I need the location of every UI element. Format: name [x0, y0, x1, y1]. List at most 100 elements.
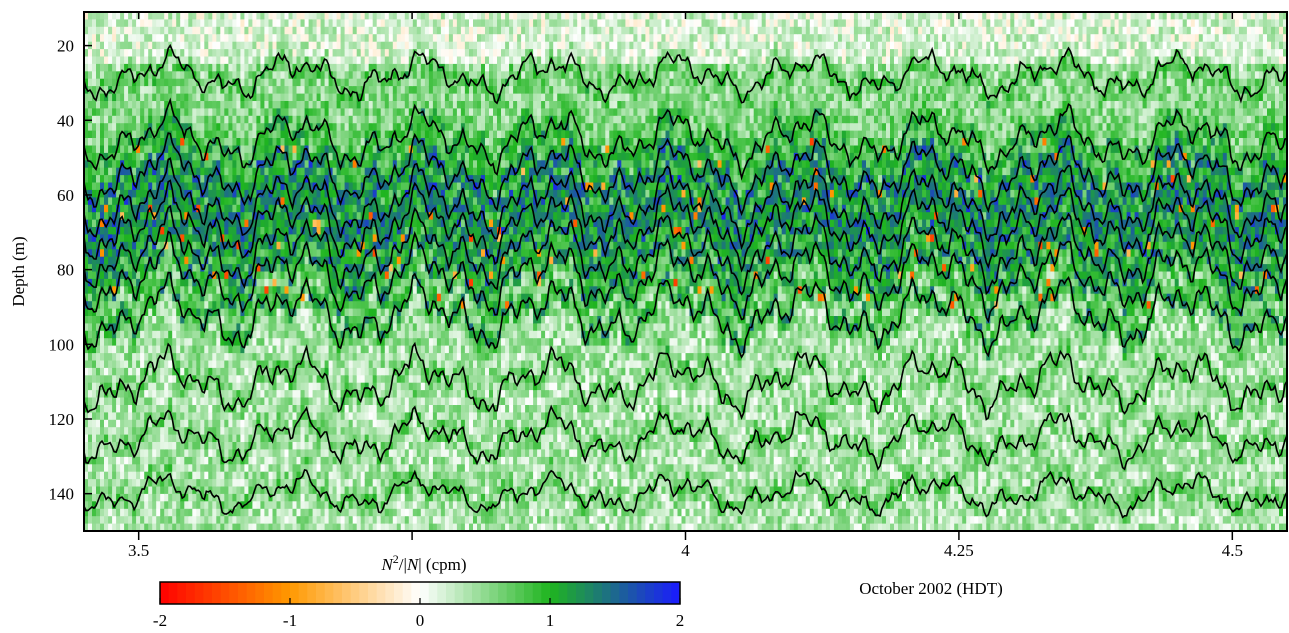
heatmap-cell — [188, 256, 193, 265]
heatmap-cell — [348, 397, 354, 406]
heatmap-cell — [104, 152, 109, 161]
heatmap-cell — [288, 523, 294, 531]
heatmap-cell — [216, 434, 221, 443]
heatmap-cell — [108, 338, 113, 347]
heatmap-cell — [300, 34, 306, 43]
heatmap-cell — [156, 516, 161, 525]
heatmap-cell — [304, 493, 310, 502]
heatmap-cell — [180, 405, 185, 414]
heatmap-cell — [180, 256, 185, 265]
heatmap-cell — [300, 323, 306, 332]
heatmap-cell — [296, 412, 302, 421]
heatmap-cell — [148, 493, 153, 502]
heatmap-cell — [336, 397, 342, 406]
heatmap-cell — [208, 49, 213, 58]
heatmap-cell — [92, 345, 97, 354]
heatmap-cell — [304, 108, 310, 117]
heatmap-cell — [216, 108, 221, 117]
heatmap-cell — [160, 108, 165, 117]
heatmap-cell — [332, 338, 338, 347]
heatmap-cell — [204, 375, 209, 384]
heatmap-cell — [272, 405, 278, 414]
heatmap-cell — [216, 353, 221, 362]
heatmap-cell — [364, 449, 370, 458]
heatmap-cell — [96, 434, 101, 443]
heatmap-cell — [96, 264, 101, 273]
heatmap-cell — [328, 101, 334, 110]
heatmap-cell — [224, 256, 229, 265]
heatmap-cell — [336, 197, 342, 206]
heatmap-cell — [356, 516, 362, 525]
heatmap-cell — [224, 78, 229, 87]
heatmap-cell — [196, 189, 201, 198]
heatmap-cell — [204, 405, 209, 414]
heatmap-cell — [236, 56, 242, 65]
heatmap-cell — [128, 523, 133, 531]
heatmap-cell — [240, 108, 246, 117]
heatmap-cell — [108, 397, 113, 406]
heatmap-cell — [216, 442, 221, 451]
heatmap-cell — [152, 464, 157, 473]
heatmap-cell — [228, 108, 234, 117]
heatmap-cell — [220, 486, 225, 495]
heatmap-cell — [356, 427, 362, 436]
heatmap-cell — [168, 330, 173, 339]
heatmap-cell — [224, 508, 229, 517]
heatmap-cell — [328, 189, 334, 198]
heatmap-cell — [364, 71, 370, 80]
heatmap-cell — [216, 212, 221, 221]
heatmap-cell — [328, 34, 334, 43]
heatmap-cell — [252, 323, 258, 332]
heatmap-cell — [340, 212, 346, 221]
heatmap-cell — [84, 241, 89, 250]
heatmap-cell — [172, 375, 177, 384]
heatmap-cell — [120, 501, 125, 510]
heatmap-cell — [104, 434, 109, 443]
heatmap-cell — [268, 78, 274, 87]
heatmap-cell — [248, 256, 254, 265]
heatmap-cell — [316, 49, 322, 58]
heatmap-cell — [156, 508, 161, 517]
heatmap-cell — [220, 167, 225, 176]
heatmap-cell — [96, 227, 101, 236]
heatmap-cell — [168, 286, 173, 295]
heatmap-cell — [184, 427, 189, 436]
heatmap-field — [84, 12, 1287, 531]
heatmap-cell — [276, 419, 282, 428]
heatmap-cell — [208, 19, 213, 28]
heatmap-cell — [332, 493, 338, 502]
heatmap-cell — [120, 442, 125, 451]
heatmap-cell — [252, 234, 258, 243]
heatmap-cell — [340, 130, 346, 139]
heatmap-cell — [324, 434, 330, 443]
heatmap-cell — [276, 367, 282, 376]
heatmap-cell — [152, 256, 157, 265]
heatmap-cell — [104, 271, 109, 280]
heatmap-cell — [148, 449, 153, 458]
heatmap-cell — [288, 167, 294, 176]
heatmap-cell — [348, 471, 354, 480]
heatmap-cell — [348, 360, 354, 369]
heatmap-cell — [188, 101, 193, 110]
heatmap-cell — [152, 145, 157, 154]
heatmap-cell — [248, 278, 254, 287]
heatmap-cell — [232, 212, 238, 221]
heatmap-cell — [364, 390, 370, 399]
heatmap-cell — [208, 330, 213, 339]
heatmap-cell — [84, 86, 89, 95]
heatmap-cell — [96, 115, 101, 124]
heatmap-cell — [148, 367, 153, 376]
heatmap-cell — [116, 219, 121, 228]
heatmap-cell — [84, 175, 89, 184]
heatmap-cell — [220, 353, 225, 362]
heatmap-cell — [120, 93, 125, 102]
heatmap-cell — [104, 456, 109, 465]
heatmap-cell — [256, 345, 262, 354]
heatmap-cell — [228, 516, 234, 525]
heatmap-cell — [92, 12, 97, 21]
heatmap-cell — [188, 508, 193, 517]
heatmap-cell — [180, 412, 185, 421]
heatmap-cell — [328, 449, 334, 458]
heatmap-cell — [188, 71, 193, 80]
heatmap-cell — [236, 271, 242, 280]
